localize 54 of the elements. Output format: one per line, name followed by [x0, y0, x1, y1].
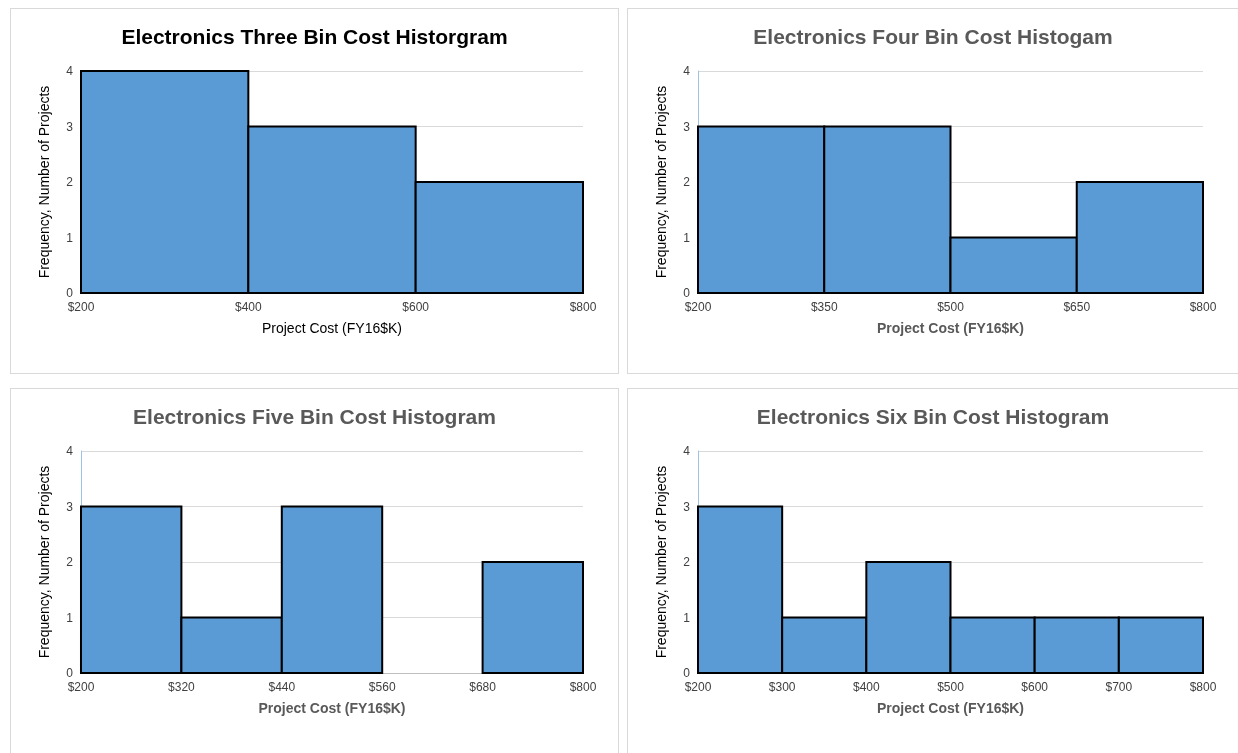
x-tick-label: $440 [268, 680, 296, 694]
y-tick-label: 3 [66, 499, 74, 514]
x-tick-label: $600 [1021, 680, 1049, 694]
x-tick-label: $320 [168, 680, 196, 694]
y-axis-title: Frequency, Number of Projects [653, 465, 669, 659]
x-tick-label: $200 [67, 680, 95, 694]
y-tick-label: 4 [683, 64, 691, 78]
y-axis-title: Frequency, Number of Projects [653, 85, 669, 279]
x-tick-label: $200 [684, 300, 712, 314]
x-tick-label: $700 [1105, 680, 1133, 694]
y-tick-label: 3 [683, 119, 691, 134]
x-tick-label: $200 [67, 300, 95, 314]
y-tick-label: 2 [683, 175, 691, 189]
x-tick-label: $800 [569, 300, 597, 314]
x-axis-title: Project Cost (FY16$K) [876, 320, 1025, 336]
y-tick-label: 1 [66, 610, 74, 625]
x-tick-label: $650 [1063, 300, 1091, 314]
x-tick-label: $800 [1189, 300, 1217, 314]
chart-title: Electronics Four Bin Cost Histogam [753, 25, 1113, 48]
x-tick-label: $200 [684, 680, 712, 694]
x-axis-title: Project Cost (FY16$K) [876, 700, 1025, 716]
y-tick-label: 4 [683, 444, 691, 458]
x-tick-label: $500 [937, 680, 965, 694]
y-tick-label: 1 [66, 230, 74, 245]
y-tick-label: 4 [66, 444, 74, 458]
x-tick-label: $400 [852, 680, 880, 694]
y-tick-label: 4 [66, 64, 74, 78]
y-axis-title: Frequency, Number of Projects [36, 465, 52, 659]
y-tick-label: 3 [683, 499, 691, 514]
x-tick-label: $500 [937, 300, 965, 314]
y-tick-label: 2 [66, 555, 74, 569]
x-axis-title: Project Cost (FY16$K) [261, 320, 403, 336]
y-tick-label: 0 [683, 286, 691, 300]
y-tick-label: 1 [683, 230, 691, 245]
x-tick-label: $400 [234, 300, 262, 314]
x-tick-label: $560 [368, 680, 396, 694]
y-tick-label: 3 [66, 119, 74, 134]
y-tick-label: 1 [683, 610, 691, 625]
y-tick-label: 2 [683, 555, 691, 569]
x-axis-title: Project Cost (FY16$K) [258, 700, 406, 716]
chart-title: Electronics Five Bin Cost Histogram [133, 405, 496, 428]
y-axis-title: Frequency, Number of Projects [36, 85, 52, 279]
y-tick-label: 0 [66, 286, 74, 300]
x-tick-label: $300 [768, 680, 796, 694]
chart-title: Electronics Three Bin Cost Historgram [121, 25, 508, 48]
x-tick-label: $600 [402, 300, 430, 314]
y-tick-label: 0 [683, 666, 691, 680]
x-tick-label: $350 [810, 300, 838, 314]
x-tick-label: $800 [569, 680, 597, 694]
y-tick-label: 2 [66, 175, 74, 189]
chart-title: Electronics Six Bin Cost Histogram [756, 405, 1110, 428]
x-tick-label: $680 [469, 680, 497, 694]
y-tick-label: 0 [66, 666, 74, 680]
x-tick-label: $800 [1189, 680, 1217, 694]
